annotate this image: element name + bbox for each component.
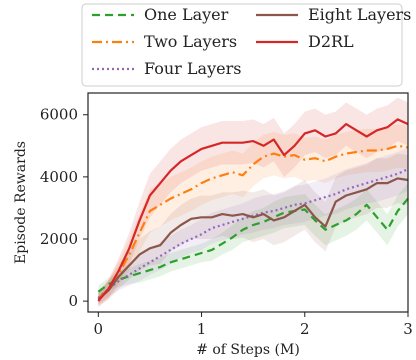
y-axis-label: Episode Rewards [13, 141, 29, 264]
legend-label-four-layers: Four Layers [144, 59, 241, 78]
x-tick-label: 0 [94, 320, 104, 338]
y-tick-label: 0 [68, 292, 78, 310]
x-tick-label: 1 [197, 320, 207, 338]
legend-label-eight-layers: Eight Layers [308, 5, 411, 24]
legend: One Layer Two Layers Four Layers Eight Laye… [81, 3, 411, 87]
plot-frame [87, 92, 409, 313]
x-axis-ticks: 0 1 2 3 [94, 312, 413, 338]
line-one-layer [97, 197, 409, 293]
legend-label-d2rl: D2RL [308, 32, 354, 51]
legend-label-one-layer: One Layer [144, 5, 229, 24]
y-tick-label: 2000 [40, 230, 78, 248]
y-tick-label: 6000 [40, 106, 78, 124]
x-axis-label: # of Steps (M) [196, 342, 300, 358]
line-eight-layers [97, 177, 409, 301]
x-tick-label: 2 [300, 320, 310, 338]
band-d2rl [98, 97, 409, 308]
y-axis-ticks: 0 2000 4000 6000 [40, 106, 88, 310]
confidence-bands [98, 97, 409, 308]
line-d2rl [97, 118, 409, 302]
x-tick-label: 3 [403, 320, 413, 338]
line-four-layers [97, 168, 409, 299]
series-lines [97, 118, 409, 302]
legend-box [81, 3, 403, 87]
y-tick-label: 4000 [40, 168, 78, 186]
line-two-layers [97, 144, 409, 299]
legend-label-two-layers: Two Layers [144, 32, 237, 51]
band-two-layers [98, 124, 409, 305]
band-eight-layers [98, 153, 409, 306]
